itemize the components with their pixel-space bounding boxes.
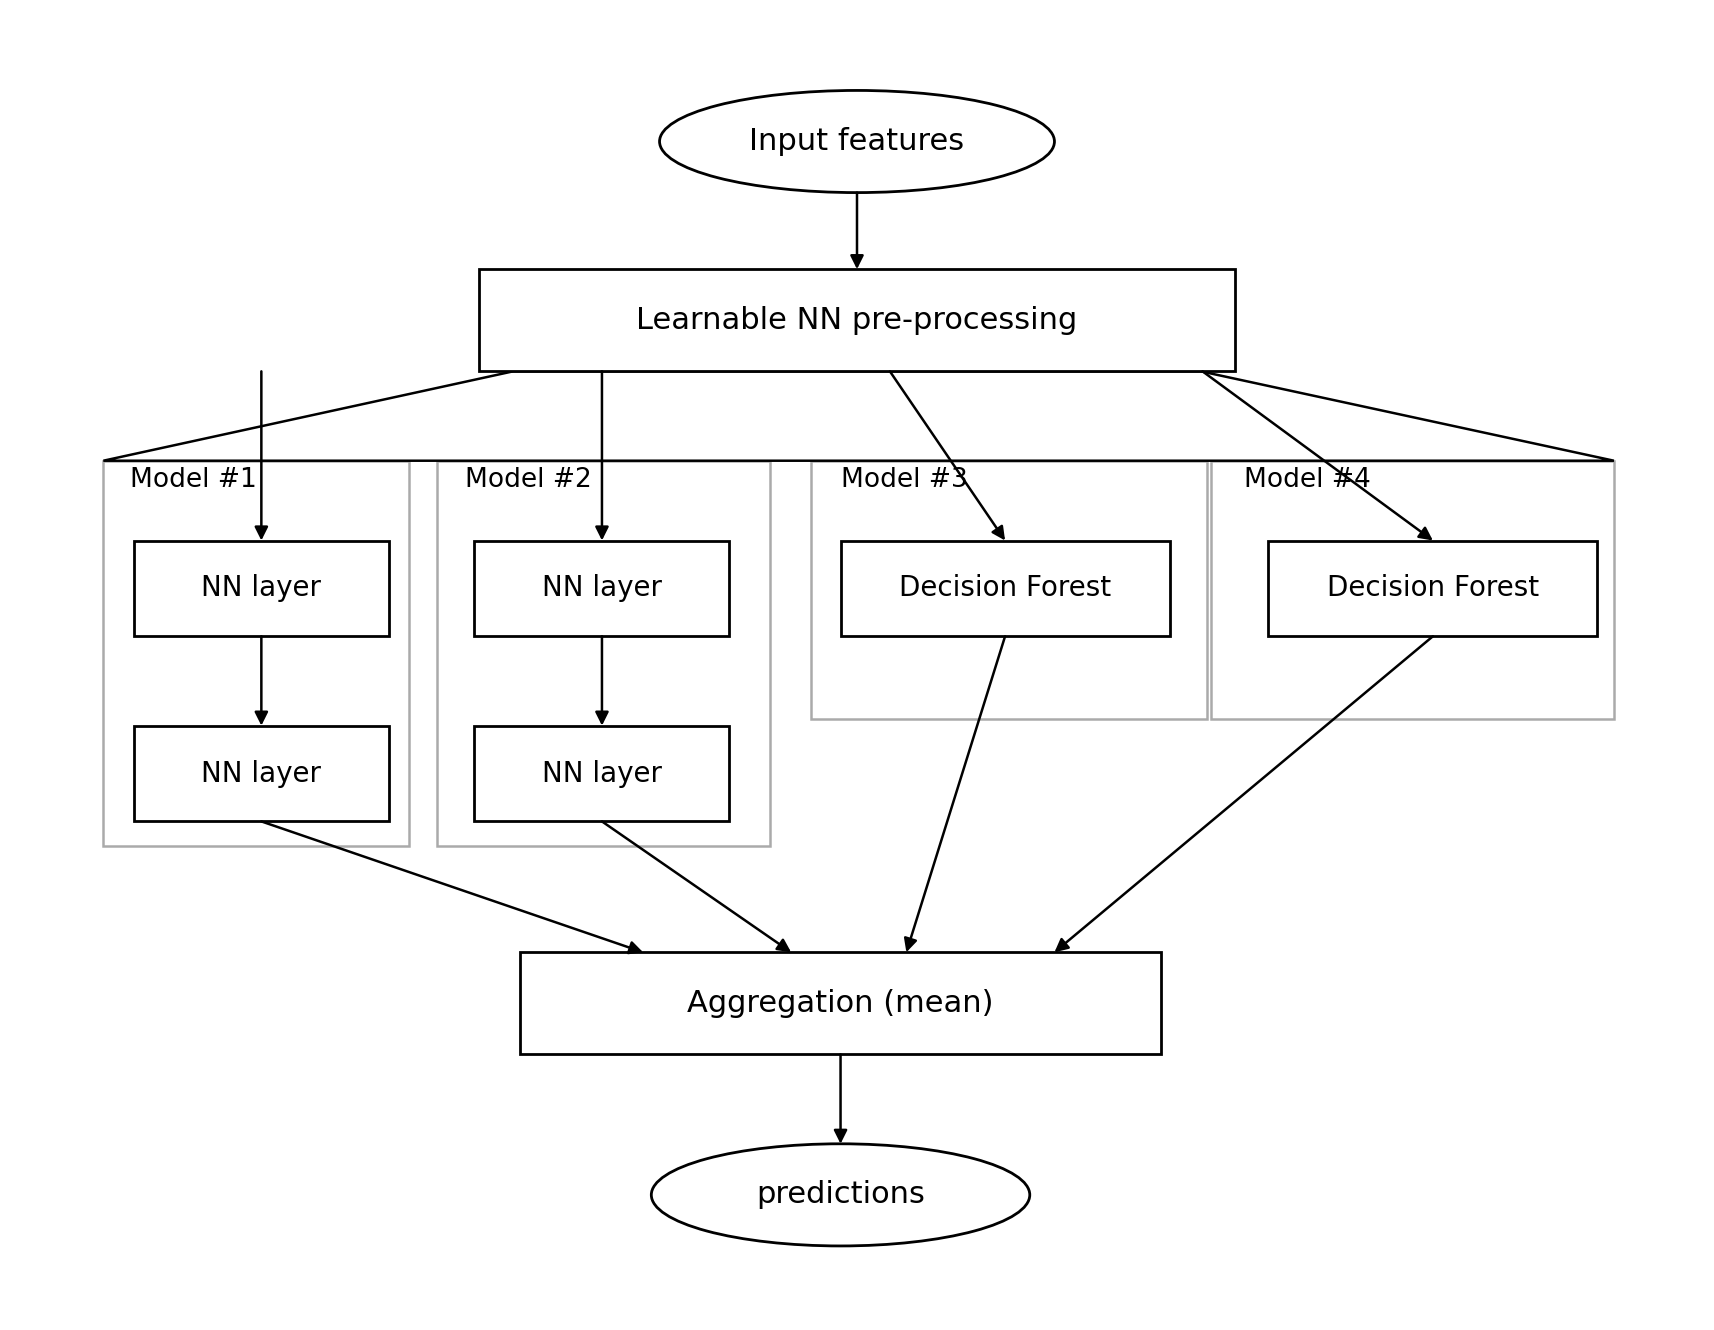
Text: NN layer: NN layer — [542, 575, 662, 602]
FancyBboxPatch shape — [811, 460, 1207, 718]
Ellipse shape — [660, 90, 1054, 193]
Ellipse shape — [651, 1144, 1030, 1246]
Text: Model #4: Model #4 — [1244, 467, 1371, 492]
Text: NN layer: NN layer — [201, 759, 321, 787]
Polygon shape — [103, 371, 1615, 460]
FancyBboxPatch shape — [478, 269, 1236, 371]
FancyBboxPatch shape — [475, 540, 730, 636]
FancyBboxPatch shape — [437, 460, 770, 846]
FancyBboxPatch shape — [475, 726, 730, 822]
FancyBboxPatch shape — [134, 726, 389, 822]
Text: Learnable NN pre-processing: Learnable NN pre-processing — [636, 306, 1078, 335]
Text: Aggregation (mean): Aggregation (mean) — [687, 988, 994, 1017]
Text: NN layer: NN layer — [201, 575, 321, 602]
FancyBboxPatch shape — [103, 460, 410, 846]
Text: Decision Forest: Decision Forest — [1327, 575, 1539, 602]
FancyBboxPatch shape — [840, 540, 1169, 636]
Text: Model #1: Model #1 — [130, 467, 257, 492]
FancyBboxPatch shape — [134, 540, 389, 636]
Text: Model #3: Model #3 — [840, 467, 967, 492]
Text: Decision Forest: Decision Forest — [900, 575, 1111, 602]
FancyBboxPatch shape — [519, 952, 1162, 1055]
Text: Model #2: Model #2 — [466, 467, 591, 492]
Text: NN layer: NN layer — [542, 759, 662, 787]
FancyBboxPatch shape — [1268, 540, 1597, 636]
Text: predictions: predictions — [756, 1180, 926, 1209]
Text: Input features: Input features — [749, 126, 965, 156]
FancyBboxPatch shape — [1210, 460, 1615, 718]
